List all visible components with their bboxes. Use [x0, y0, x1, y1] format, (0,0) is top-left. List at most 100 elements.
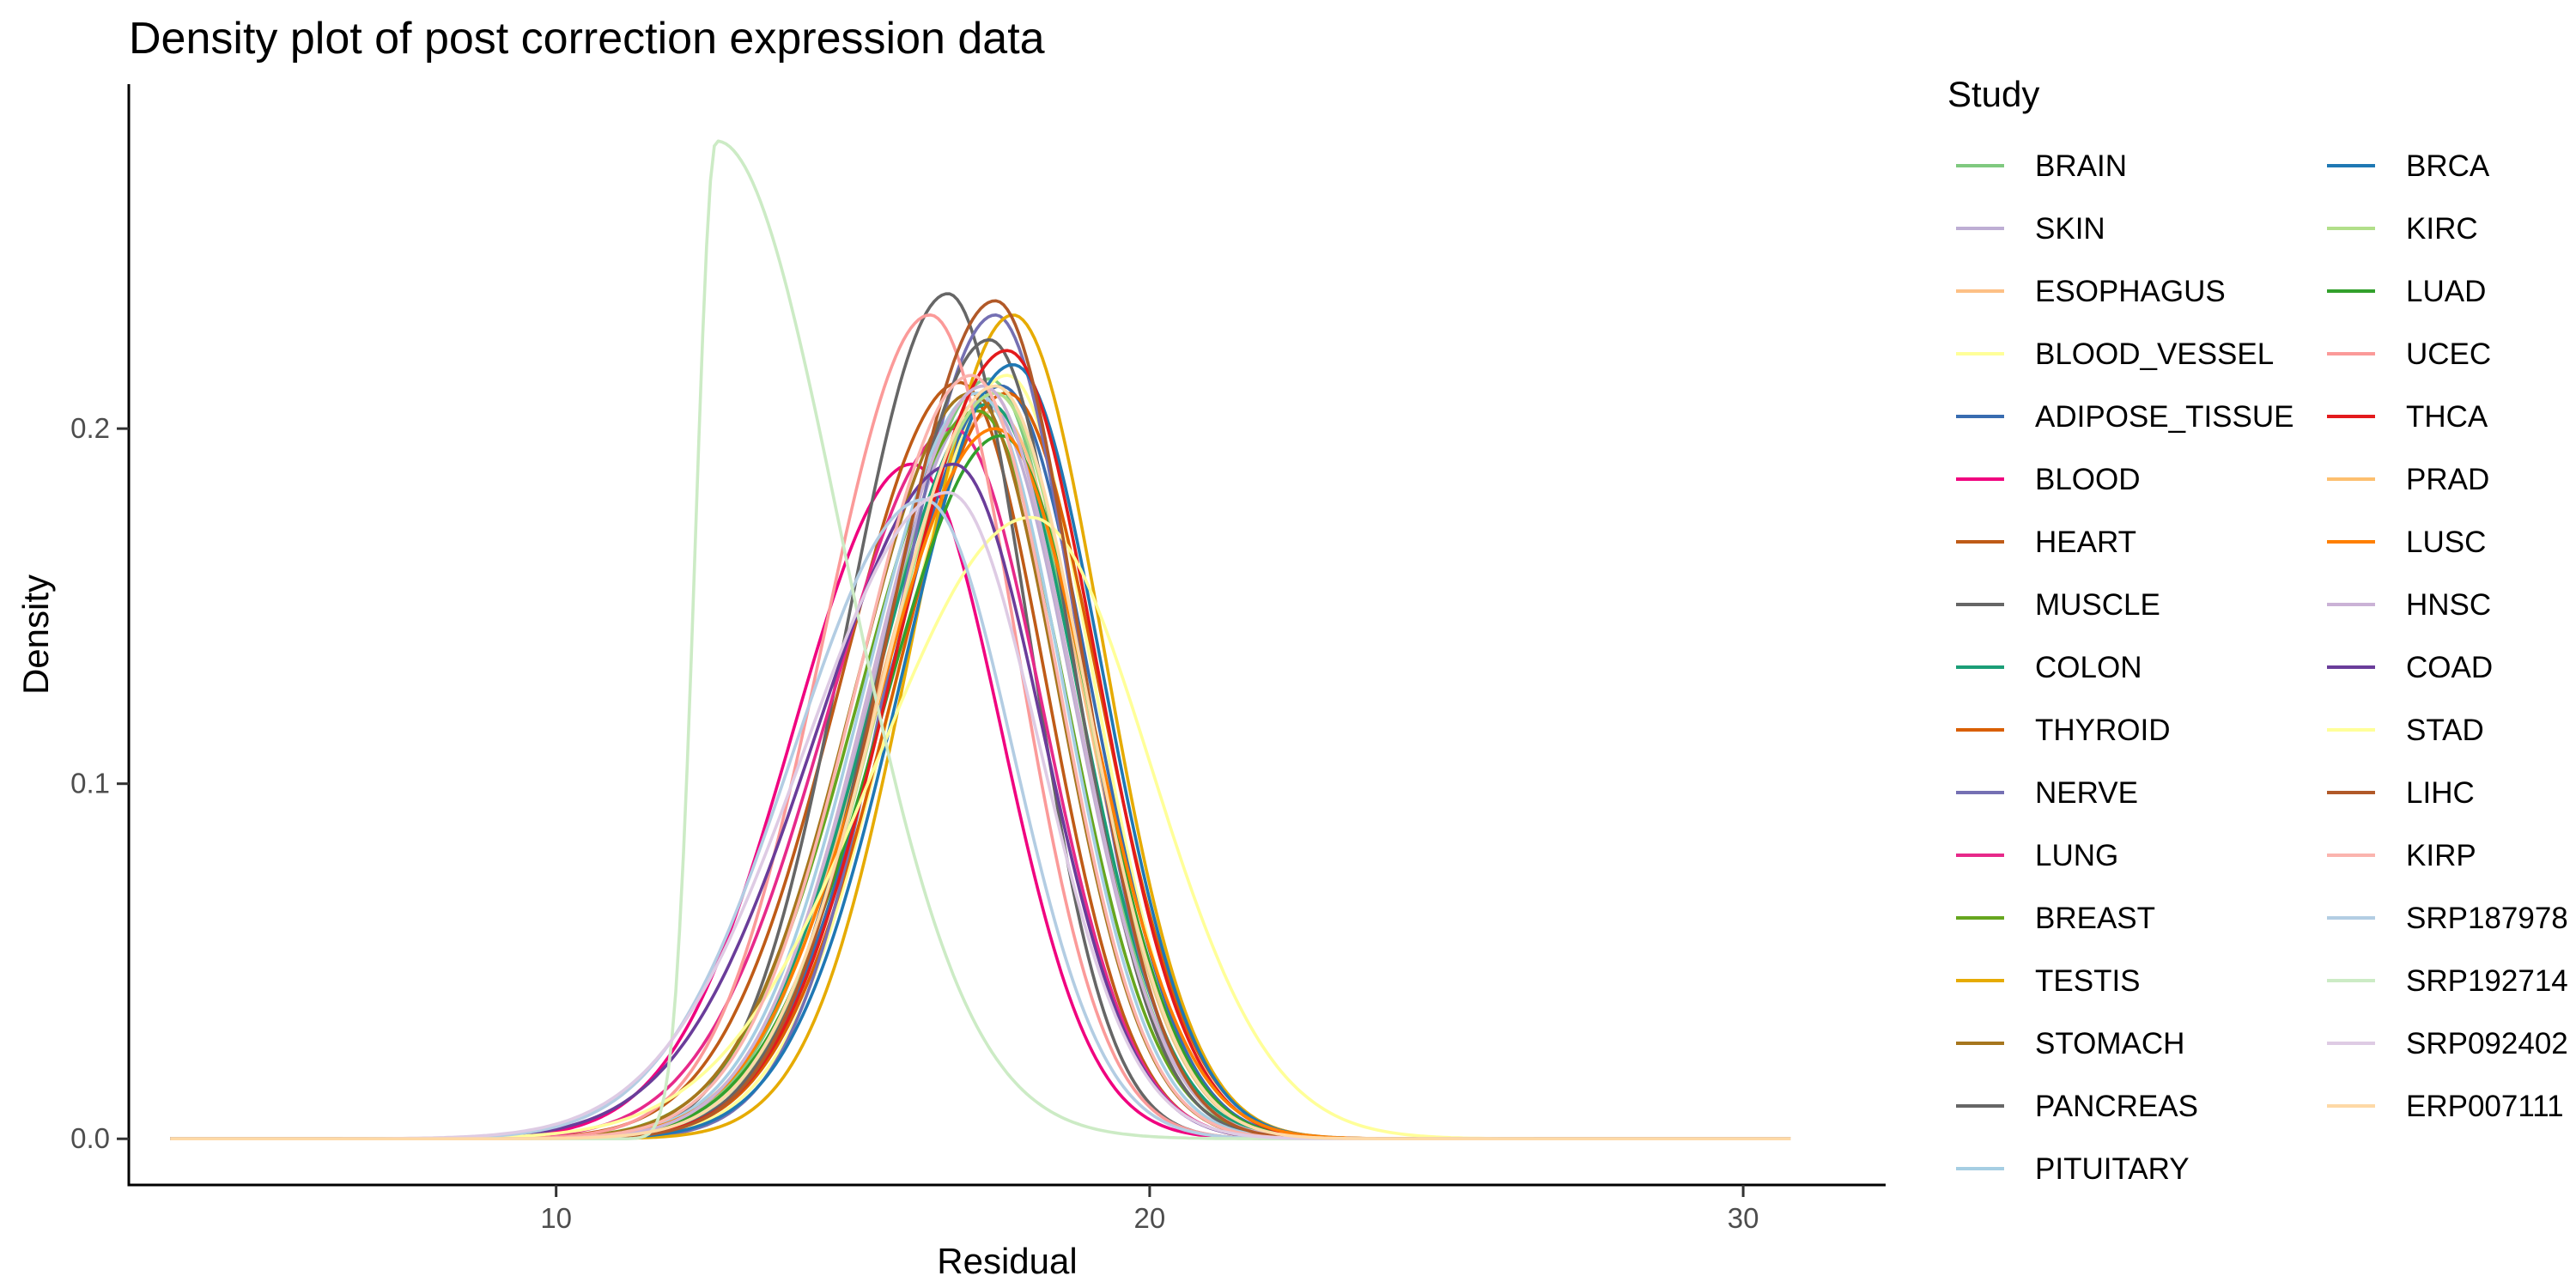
legend-item-muscle: MUSCLE — [1956, 588, 2160, 622]
legend-item-srp192714: SRP192714 — [2327, 964, 2568, 998]
x-tick-label: 30 — [1728, 1202, 1759, 1234]
legend-item-colon: COLON — [1956, 651, 2142, 684]
density-line-kirp — [170, 374, 1791, 1140]
legend-label: THYROID — [2035, 714, 2171, 747]
density-line-srp092402 — [170, 490, 1791, 1140]
legend-label: SRP187978 — [2406, 902, 2568, 935]
legend-label: LUAD — [2406, 275, 2486, 308]
legend-item-lihc: LIHC — [2327, 776, 2475, 810]
legend-item-breast: BREAST — [1956, 902, 2155, 935]
legend-label: BREAST — [2035, 902, 2155, 935]
legend-item-thca: THCA — [2327, 400, 2488, 434]
legend-label: UCEC — [2406, 337, 2491, 371]
legend-label: BRAIN — [2035, 149, 2127, 183]
legend-item-lung: LUNG — [1956, 839, 2118, 872]
density-line-adipose-tissue — [170, 384, 1791, 1140]
x-tick-label: 20 — [1134, 1202, 1166, 1234]
density-line-ucec — [170, 313, 1791, 1140]
legend-items: BRAIN SKIN ESOPHAGUS BLOOD_VESSEL ADIPOSE_TI… — [1956, 149, 2568, 1186]
y-tick-label: 0.0 — [70, 1122, 110, 1154]
density-line-skin — [170, 398, 1791, 1140]
legend-item-ucec: UCEC — [2327, 337, 2491, 371]
legend-item-kirp: KIRP — [2327, 839, 2476, 872]
legend-item-luad: LUAD — [2327, 275, 2486, 308]
legend: Study BRAIN SKIN ESOPHAGUS BLOOD_VESSEL ADIP… — [1947, 74, 2568, 1186]
density-line-breast — [170, 409, 1791, 1140]
density-line-stomach — [170, 392, 1791, 1140]
y-axis-title: Density — [15, 574, 56, 695]
legend-item-pituitary: PITUITARY — [1956, 1152, 2190, 1186]
y-tick-label: 0.1 — [70, 768, 110, 799]
x-tick-label: 10 — [540, 1202, 572, 1234]
legend-label: KIRP — [2406, 839, 2476, 872]
legend-label: TESTIS — [2035, 964, 2141, 998]
legend-item-hnsc: HNSC — [2327, 588, 2491, 622]
density-line-erp007111 — [170, 384, 1791, 1140]
density-line-pituitary — [170, 392, 1791, 1140]
legend-label: HEART — [2035, 526, 2136, 559]
x-axis-title: Residual — [937, 1241, 1077, 1281]
legend-label: MUSCLE — [2035, 588, 2160, 622]
chart-title: Density plot of post correction expressi… — [129, 14, 1045, 64]
density-lines — [170, 139, 1791, 1140]
legend-label: STAD — [2406, 714, 2484, 747]
legend-label: LIHC — [2406, 776, 2475, 810]
density-line-thca — [170, 349, 1791, 1140]
legend-label: THCA — [2406, 400, 2488, 434]
legend-item-prad: PRAD — [2327, 463, 2489, 496]
legend-label: BLOOD_VESSEL — [2035, 337, 2274, 371]
y-tick-label: 0.2 — [70, 412, 110, 444]
legend-label: COLON — [2035, 651, 2142, 684]
legend-item-testis: TESTIS — [1956, 964, 2141, 998]
legend-label: SKIN — [2035, 212, 2105, 246]
legend-label: SRP192714 — [2406, 964, 2568, 998]
legend-label: ADIPOSE_TISSUE — [2035, 400, 2293, 434]
legend-item-pancreas: PANCREAS — [1956, 1090, 2198, 1123]
legend-item-adipose-tissue: ADIPOSE_TISSUE — [1956, 400, 2293, 434]
legend-item-nerve: NERVE — [1956, 776, 2138, 810]
density-line-lihc — [170, 299, 1791, 1140]
legend-label: NERVE — [2035, 776, 2138, 810]
density-line-esophagus — [170, 409, 1791, 1140]
legend-item-blood-vessel: BLOOD_VESSEL — [1956, 337, 2274, 371]
legend-label: PITUITARY — [2035, 1152, 2190, 1186]
density-line-prad — [170, 384, 1791, 1140]
legend-label: ESOPHAGUS — [2035, 275, 2226, 308]
legend-item-srp092402: SRP092402 — [2327, 1027, 2568, 1060]
legend-label: STOMACH — [2035, 1027, 2184, 1060]
legend-label: COAD — [2406, 651, 2493, 684]
density-line-srp187978 — [170, 498, 1791, 1140]
density-line-brca — [170, 363, 1791, 1140]
legend-label: HNSC — [2406, 588, 2491, 622]
density-line-colon — [170, 402, 1791, 1140]
legend-item-blood: BLOOD — [1956, 463, 2141, 496]
legend-item-stad: STAD — [2327, 714, 2484, 747]
legend-item-heart: HEART — [1956, 526, 2136, 559]
legend-item-esophagus: ESOPHAGUS — [1956, 275, 2226, 308]
legend-label: ERP007111 — [2406, 1090, 2564, 1123]
y-axis-ticks: 0.0 0.1 0.2 — [70, 412, 129, 1154]
legend-label: PANCREAS — [2035, 1090, 2198, 1123]
plot-area: 10 20 30 0.0 0.1 0.2 — [70, 84, 1886, 1234]
legend-item-srp187978: SRP187978 — [2327, 902, 2568, 935]
legend-title: Study — [1947, 74, 2039, 114]
legend-label: SRP092402 — [2406, 1027, 2568, 1060]
legend-item-erp007111: ERP007111 — [2327, 1090, 2564, 1123]
density-line-hnsc — [170, 384, 1791, 1140]
legend-label: BRCA — [2406, 149, 2490, 183]
legend-item-kirc: KIRC — [2327, 212, 2478, 246]
x-axis-ticks: 10 20 30 — [540, 1185, 1759, 1234]
legend-item-lusc: LUSC — [2327, 526, 2486, 559]
legend-item-thyroid: THYROID — [1956, 714, 2171, 747]
density-line-kirc — [170, 392, 1791, 1140]
legend-label: BLOOD — [2035, 463, 2141, 496]
legend-item-skin: SKIN — [1956, 212, 2105, 246]
legend-label: LUNG — [2035, 839, 2118, 872]
density-line-blood-vessel — [170, 374, 1791, 1140]
density-line-blood — [170, 462, 1791, 1140]
legend-label: KIRC — [2406, 212, 2478, 246]
density-line-thyroid — [170, 392, 1791, 1140]
density-line-coad — [170, 462, 1791, 1140]
legend-label: LUSC — [2406, 526, 2486, 559]
